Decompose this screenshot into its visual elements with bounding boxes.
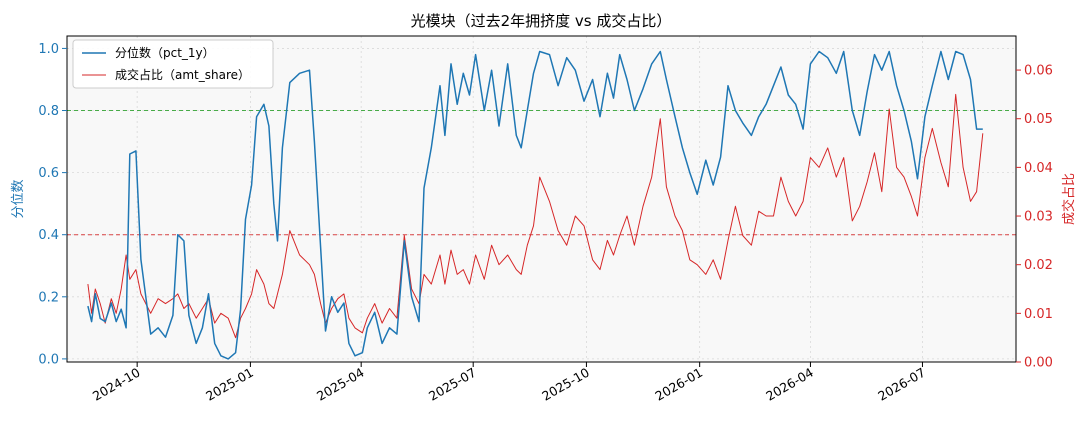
grid-lines	[67, 36, 1016, 362]
y-right-tick-label: 0.00	[1024, 356, 1053, 371]
y-left-tick-label: 0.4	[38, 228, 59, 243]
y-left-tick-label: 0.0	[38, 352, 59, 367]
legend-label-pct: 分位数（pct_1y）	[115, 45, 215, 60]
y-right-tick-label: 0.01	[1024, 307, 1053, 322]
series-line-pct	[87, 50, 983, 360]
y-left-tick-label: 0.6	[38, 166, 59, 181]
legend-box	[72, 39, 274, 89]
y-right-tick-label: 0.05	[1024, 112, 1053, 127]
y-axis-right-label: 成交占比	[1061, 173, 1077, 225]
y-left-tick-label: 1.0	[38, 42, 59, 57]
legend-label-share: 成交占比（amt_share）	[115, 67, 250, 82]
y-left-tick-label: 0.8	[38, 104, 59, 119]
y-right-tick-label: 0.04	[1024, 161, 1053, 176]
legend: 分位数（pct_1y） 成交占比（amt_share）	[72, 39, 274, 89]
plot-area	[67, 36, 1016, 362]
y-left-tick-label: 0.2	[38, 290, 59, 305]
y-axis-left-label: 分位数	[11, 179, 26, 218]
series-lines	[87, 50, 984, 360]
y-right-tick-label: 0.02	[1024, 258, 1053, 273]
chart-title: 光模块（过去2年拥挤度 vs 成交占比）	[411, 12, 672, 30]
y-right-tick-label: 0.03	[1024, 210, 1053, 225]
plot-frame	[66, 35, 1017, 363]
y-right-tick-label: 0.06	[1024, 64, 1053, 79]
